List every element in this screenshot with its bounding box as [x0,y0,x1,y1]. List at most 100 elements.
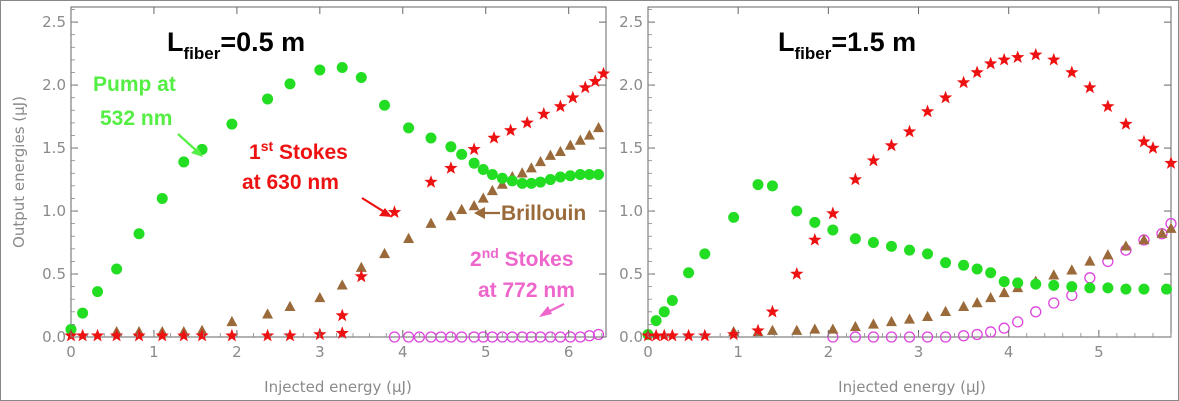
point-right-open-circle-1 [849,331,862,343]
y-tick-label-left-2: 1.0 [42,202,66,220]
point-right-circle-27 [1102,282,1114,294]
point-right-triangle-12 [958,300,970,311]
point-right-triangle-10 [922,310,934,322]
point-right-star-29 [1137,134,1151,148]
point-right-star-19 [970,65,984,79]
point-left-circle-24 [516,177,528,189]
axes-right: 0 1 2 3 4 5 0.0 0.5 1.0 1.5 2.0 2.5 [619,7,1172,361]
point-left-circle-32 [593,169,605,181]
point-right-star-23 [1029,47,1043,61]
point-left-triangle-6 [262,308,274,319]
point-right-circle-2 [658,306,670,318]
point-right-open-circle-11 [1012,316,1024,328]
point-left-triangle-29 [593,121,605,133]
point-left-triangle-8 [314,291,326,303]
point-left-open-circle-6 [456,331,468,343]
x-tick-label-right-0: 0 [643,343,653,361]
panel-title-right: Lfiber=1.5 m [778,27,916,63]
annotation-stokes2-line1: 2nd Stokes [470,245,574,271]
point-left-circle-8 [226,118,238,130]
annotation-brillouin-label: Brillouin [501,202,586,225]
point-right-triangle-4 [809,323,821,334]
point-left-circle-21 [486,169,498,181]
point-left-circle-17 [445,141,457,153]
point-left-star-20 [503,123,518,137]
point-right-star-27 [1101,99,1115,113]
point-right-triangle-22 [1120,240,1132,251]
arrowhead-pump [191,147,203,157]
point-right-open-circle-7 [957,330,970,342]
x-tick-label-right-1: 1 [733,343,743,361]
panel-title-left: Lfiber=0.5 m [167,27,305,63]
x-tick-label-left-1: 1 [149,343,159,361]
point-left-triangle-25 [554,145,566,157]
point-right-triangle-19 [1066,264,1078,275]
point-right-star-30 [1146,141,1160,154]
point-right-star-2 [657,328,671,342]
panel-right: 0 1 2 3 4 5 0.0 0.5 1.0 1.5 2.0 2.5 Lfiber=1.5 m In… [619,6,1178,396]
point-left-star-21 [520,115,534,129]
point-right-star-25 [1065,65,1079,79]
point-left-open-circle-8 [477,331,489,343]
point-left-triangle-12 [403,232,415,243]
axes-left: 0 1 2 3 4 5 6 0.0 0.5 1.0 1.5 2.0 2.5 [42,7,606,361]
point-right-circle-19 [971,263,983,275]
y-tick-label-right-2: 1.0 [619,202,643,220]
point-right-circle-24 [1048,279,1060,291]
plot-area-right [647,6,1172,338]
point-right-circle-1 [650,315,662,327]
x-tick-label-left-2: 2 [232,343,242,361]
y-tick-label-right-3: 1.5 [619,139,643,157]
point-right-triangle-20 [1084,255,1096,266]
point-right-circle-29 [1138,283,1150,295]
x-tick-label-right-5: 5 [1094,343,1104,361]
point-left-circle-3 [111,263,123,275]
point-right-open-circle-12 [1030,306,1042,318]
point-left-star-4 [132,328,146,342]
point-left-circle-4 [133,228,145,240]
point-left-triangle-14 [445,210,457,221]
point-right-triangle-18 [1048,269,1060,280]
point-right-circle-8 [766,180,778,192]
point-left-circle-13 [355,72,367,84]
point-right-star-10 [808,233,822,246]
point-left-triangle-13 [425,217,437,228]
point-left-circle-27 [544,174,556,186]
point-right-star-13 [866,153,881,167]
point-right-circle-20 [985,267,997,279]
point-right-circle-17 [940,257,952,269]
point-right-open-circle-5 [921,331,934,343]
point-right-circle-4 [683,267,695,279]
point-right-star-18 [956,75,971,89]
point-left-open-circle-12 [516,331,528,343]
point-left-triangle-5 [226,315,238,327]
x-tick-label-left-5: 5 [481,343,491,361]
point-right-circle-26 [1084,282,1096,294]
point-left-star-10 [283,328,297,342]
arrowhead-stokes2 [539,306,552,317]
point-left-circle-26 [534,176,546,188]
point-left-star-23 [553,99,568,113]
point-right-star-26 [1083,80,1097,94]
point-right-open-circle-2 [867,331,880,343]
y-tick-label-right-5: 2.5 [619,13,643,31]
point-left-triangle-17 [477,192,489,203]
point-left-star-17 [444,161,458,174]
point-right-triangle-14 [985,291,997,303]
y-tick-label-left-3: 1.5 [42,139,66,157]
point-right-star-4 [681,328,696,342]
point-left-star-25 [578,80,592,94]
y-tick-label-left-5: 2.5 [42,13,66,31]
point-left-star-12 [335,326,349,339]
point-left-star-7 [195,328,209,342]
point-left-star-6 [177,328,191,342]
y-tick-label-right-1: 0.5 [619,265,643,283]
plot-area-left [70,6,607,338]
point-left-circle-31 [583,169,595,181]
point-right-circle-23 [1030,278,1042,290]
x-tick-label-right-3: 3 [914,343,924,361]
series-right-star [641,47,1178,342]
point-left-circle-15 [403,122,415,134]
point-left-triangle-24 [544,149,556,160]
point-left-circle-10 [284,78,296,90]
